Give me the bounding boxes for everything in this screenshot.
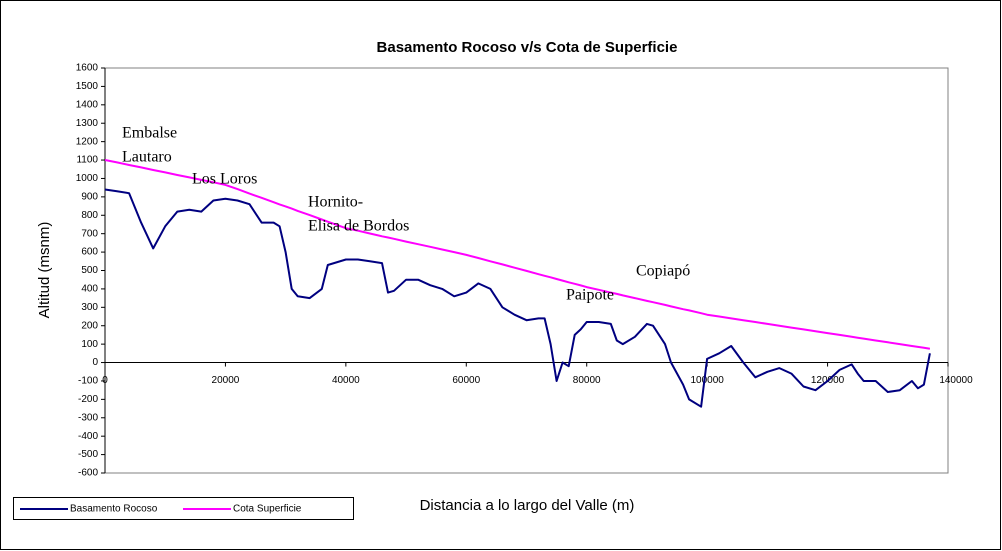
annotation: Lautaro [122, 149, 172, 166]
y-tick-label: 1000 [76, 173, 99, 184]
y-tick-label: 500 [81, 265, 98, 276]
y-tick-label: -100 [78, 376, 98, 387]
x-tick-label: 60000 [452, 375, 480, 386]
annotation: Elisa de Bordos [308, 218, 409, 235]
chart-title: Basamento Rocoso v/s Cota de Superficie [377, 39, 678, 56]
y-tick-label: 800 [81, 210, 98, 221]
y-tick-label: -300 [78, 412, 98, 423]
y-tick-label: -500 [78, 449, 98, 460]
y-tick-label: 0 [92, 357, 98, 368]
y-tick-label: 900 [81, 192, 98, 203]
annotation: Copiapó [636, 263, 690, 280]
y-tick-label: 400 [81, 284, 98, 295]
x-tick-label: 100000 [690, 375, 724, 386]
y-tick-label: -200 [78, 394, 98, 405]
series-line [104, 188, 931, 408]
annotation: Los Loros [192, 171, 257, 188]
x-tick-label: 40000 [332, 375, 360, 386]
x-tick-label: 20000 [212, 375, 240, 386]
y-tick-label: -400 [78, 431, 98, 442]
x-axis-title: Distancia a lo largo del Valle (m) [420, 497, 635, 514]
y-tick-label: 1600 [76, 63, 99, 74]
series-line [104, 159, 931, 350]
y-tick-label: 1200 [76, 136, 99, 147]
y-tick-label: 1400 [76, 99, 99, 110]
y-axis-title: Altitud (msnm) [36, 222, 53, 319]
legend-label: Basamento Rocoso [70, 504, 158, 515]
y-tick-label: 200 [81, 320, 98, 331]
y-tick-label: 1500 [76, 81, 99, 92]
y-tick-label: 1300 [76, 118, 99, 129]
annotation: Paipote [566, 287, 614, 304]
annotation: Embalse [122, 125, 177, 142]
y-tick-label: -600 [78, 468, 98, 479]
x-tick-label: 80000 [573, 375, 601, 386]
x-tick-label: 140000 [939, 375, 973, 386]
y-tick-label: 100 [81, 339, 98, 350]
annotation: Hornito- [308, 194, 363, 211]
y-tick-label: 300 [81, 302, 98, 313]
y-tick-label: 700 [81, 228, 98, 239]
legend-label: Cota Superficie [233, 504, 302, 515]
y-tick-label: 600 [81, 247, 98, 258]
y-tick-label: 1100 [76, 155, 98, 166]
